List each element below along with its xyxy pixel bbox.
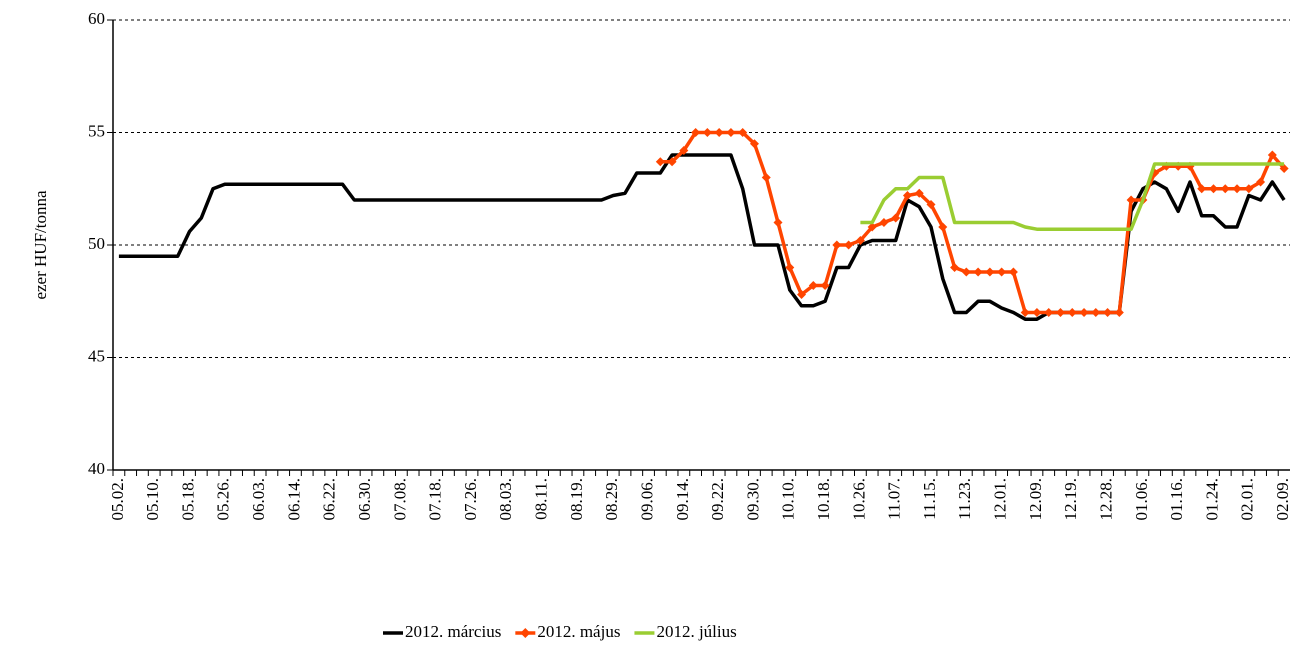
x-tick-label: 10.26. bbox=[849, 478, 868, 521]
marker bbox=[1055, 308, 1065, 317]
x-tick-label: 07.18. bbox=[426, 478, 445, 521]
marker bbox=[1032, 308, 1042, 317]
x-tick-label: 11.15. bbox=[920, 478, 939, 520]
marker bbox=[655, 157, 665, 167]
marker bbox=[879, 218, 889, 227]
marker bbox=[844, 240, 854, 250]
marker bbox=[1232, 184, 1242, 194]
marker bbox=[1279, 164, 1289, 173]
x-tick-label: 01.16. bbox=[1167, 478, 1186, 521]
y-tick-label: 50 bbox=[88, 234, 105, 253]
marker bbox=[749, 139, 759, 149]
marker bbox=[679, 146, 689, 155]
x-tick-label: 06.30. bbox=[355, 478, 374, 521]
marker bbox=[1020, 308, 1030, 317]
x-tick-label: 06.03. bbox=[249, 478, 268, 521]
x-tick-label: 11.07. bbox=[885, 478, 904, 520]
marker bbox=[820, 281, 830, 290]
legend-label: 2012. május bbox=[537, 622, 620, 641]
marker bbox=[702, 128, 712, 137]
x-tick-label: 06.14. bbox=[284, 478, 303, 521]
x-tick-label: 09.22. bbox=[708, 478, 727, 521]
marker bbox=[973, 267, 983, 277]
marker bbox=[832, 240, 842, 250]
x-tick-label: 06.22. bbox=[320, 478, 339, 521]
marker bbox=[1267, 150, 1277, 160]
marker bbox=[738, 128, 748, 137]
marker bbox=[1208, 184, 1218, 194]
marker bbox=[1044, 308, 1054, 317]
legend-label: 2012. március bbox=[405, 622, 501, 641]
x-tick-label: 01.24. bbox=[1202, 478, 1221, 521]
y-axis-label: ezer HUF/tonna bbox=[31, 190, 50, 300]
marker bbox=[714, 128, 724, 137]
marker bbox=[926, 200, 936, 209]
marker bbox=[985, 267, 995, 277]
marker bbox=[726, 128, 736, 137]
marker bbox=[691, 128, 701, 137]
marker bbox=[1103, 308, 1113, 317]
x-tick-label: 05.18. bbox=[178, 478, 197, 521]
y-tick-label: 60 bbox=[88, 9, 105, 28]
marker bbox=[1256, 177, 1266, 187]
marker bbox=[1197, 184, 1207, 194]
x-tick-label: 07.26. bbox=[461, 478, 480, 521]
marker bbox=[938, 222, 948, 232]
x-tick-label: 05.10. bbox=[143, 478, 162, 521]
legend-label: 2012. július bbox=[656, 622, 736, 641]
x-tick-label: 08.11. bbox=[532, 478, 551, 520]
marker bbox=[891, 213, 901, 223]
x-tick-label: 01.06. bbox=[1132, 478, 1151, 521]
series-line bbox=[860, 162, 1285, 231]
x-tick-label: 02.01. bbox=[1238, 478, 1257, 521]
x-tick-label: 09.30. bbox=[743, 478, 762, 521]
y-tick-label: 40 bbox=[88, 459, 105, 478]
x-tick-label: 08.29. bbox=[602, 478, 621, 521]
x-tick-label: 11.23. bbox=[955, 478, 974, 520]
x-tick-label: 08.03. bbox=[496, 478, 515, 520]
x-tick-label: 08.19. bbox=[567, 478, 586, 521]
series-line bbox=[118, 153, 1286, 321]
marker bbox=[808, 281, 818, 290]
x-tick-label: 05.02. bbox=[108, 478, 127, 521]
x-tick-label: 07.08. bbox=[390, 478, 409, 521]
marker bbox=[1220, 184, 1230, 194]
marker bbox=[950, 263, 960, 272]
marker bbox=[1079, 308, 1089, 317]
legend-marker bbox=[520, 628, 531, 638]
marker bbox=[667, 157, 677, 167]
marker bbox=[867, 222, 877, 232]
marker bbox=[761, 173, 771, 182]
marker bbox=[855, 236, 865, 245]
marker bbox=[1244, 184, 1254, 194]
x-tick-label: 12.09. bbox=[1026, 478, 1045, 521]
marker bbox=[1067, 308, 1077, 317]
x-tick-label: 09.14. bbox=[673, 478, 692, 521]
x-tick-label: 10.10. bbox=[779, 478, 798, 521]
marker bbox=[914, 188, 924, 198]
marker bbox=[997, 267, 1007, 277]
marker bbox=[902, 191, 912, 200]
marker bbox=[773, 218, 783, 227]
marker bbox=[1114, 308, 1124, 317]
x-tick-label: 02.09. bbox=[1273, 478, 1292, 521]
x-tick-label: 12.19. bbox=[1061, 478, 1080, 521]
x-tick-label: 09.06. bbox=[637, 478, 656, 521]
marker bbox=[1091, 308, 1101, 317]
marker bbox=[1008, 267, 1018, 277]
y-tick-label: 55 bbox=[88, 121, 105, 140]
x-tick-label: 12.01. bbox=[991, 478, 1010, 521]
x-tick-label: 12.28. bbox=[1096, 478, 1115, 521]
x-tick-label: 10.18. bbox=[814, 478, 833, 521]
marker bbox=[961, 267, 971, 277]
marker bbox=[785, 263, 795, 272]
marker bbox=[797, 290, 807, 299]
marker bbox=[1126, 195, 1136, 205]
y-tick-label: 45 bbox=[88, 346, 105, 365]
x-tick-label: 05.26. bbox=[214, 478, 233, 521]
